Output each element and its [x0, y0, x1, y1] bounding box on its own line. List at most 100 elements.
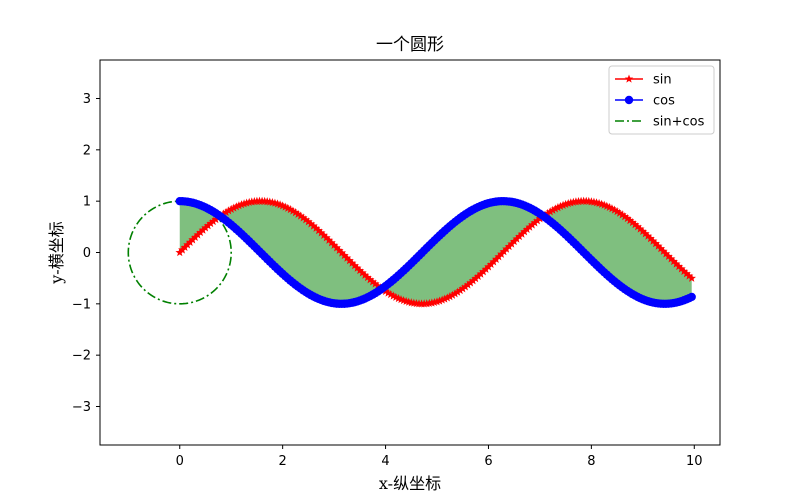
- x-axis-label: x-纵坐标: [379, 474, 441, 493]
- y-tick-label: −1: [72, 297, 91, 312]
- series-sin-point: [656, 244, 666, 253]
- series-sin-point: [345, 256, 354, 265]
- series-sin-point: [352, 263, 362, 272]
- series-sin-point: [502, 244, 511, 253]
- series-sin-point: [517, 229, 527, 238]
- series-sin-point: [288, 206, 298, 215]
- series-sin-point: [533, 216, 542, 225]
- series-sin-point: [666, 254, 676, 263]
- series-sin-point: [206, 219, 215, 228]
- series-sin-point: [327, 238, 336, 247]
- series-sin-point: [682, 269, 691, 278]
- series-sin-point: [443, 293, 452, 302]
- series-sin-point: [635, 224, 645, 233]
- series-sin-point: [445, 292, 455, 301]
- y-tick-label: −3: [72, 400, 91, 415]
- series-sin-point: [599, 200, 609, 209]
- series-sin-point: [509, 236, 519, 246]
- series-sin-point: [566, 198, 576, 207]
- series-sin-point: [630, 220, 640, 229]
- series-sin-point: [617, 210, 627, 219]
- series-sin-point: [653, 241, 663, 250]
- series-sin-point: [193, 230, 203, 239]
- series-sin-point: [643, 231, 653, 240]
- series-sin-point: [520, 227, 529, 236]
- chart-title: 一个圆形: [376, 35, 444, 55]
- series-sin-point: [324, 235, 334, 244]
- series-sin-point: [463, 280, 473, 289]
- series-sin-point: [623, 213, 632, 223]
- series-sin-point: [664, 251, 673, 260]
- series-sin-point: [239, 199, 249, 208]
- series-sin-point: [489, 257, 498, 266]
- plot-area: [127, 196, 696, 309]
- series-sin-point: [646, 234, 655, 243]
- series-sin-point: [201, 223, 210, 232]
- series-sin-point: [208, 216, 218, 226]
- series-sin-point: [687, 273, 696, 282]
- series-sin-point: [620, 212, 630, 221]
- series-sin-point: [358, 268, 367, 277]
- series-sin-point: [607, 204, 617, 213]
- y-axis-label: y-横坐标: [47, 221, 66, 284]
- series-sin-point: [365, 275, 375, 284]
- series-sin-point: [368, 277, 377, 286]
- series-sin-point: [476, 269, 486, 278]
- series-sin-point: [548, 205, 558, 214]
- y-tick-label: 0: [83, 246, 91, 261]
- axis-ticks: 0 2 4 6 8 10 −3 −2 −1 0 1 2 3: [72, 92, 703, 469]
- legend-label: sin+cos: [653, 115, 705, 130]
- series-sin-point: [304, 217, 313, 226]
- series-sin-point: [244, 197, 254, 207]
- series-sin-point: [602, 201, 612, 210]
- series-sin-point: [185, 237, 195, 246]
- series-sin-point: [484, 262, 493, 271]
- series-sin-point: [473, 271, 483, 280]
- series-sin-point: [435, 296, 444, 305]
- series-sin-point: [453, 287, 462, 296]
- series-cos-point: [687, 292, 696, 302]
- series-sin-point: [291, 208, 300, 217]
- series-sin-point: [178, 245, 187, 254]
- series-sin-point: [296, 211, 305, 220]
- series-sin-point: [432, 297, 442, 306]
- series-sin-point: [350, 261, 359, 270]
- series-sin-point: [427, 298, 437, 307]
- series-sin-point: [641, 229, 650, 238]
- series-sin-point: [386, 290, 395, 299]
- x-tick-label: 6: [484, 454, 492, 469]
- series-sin-point: [481, 264, 491, 273]
- series-sin-point: [437, 295, 447, 304]
- series-sin-point: [293, 209, 303, 218]
- series-sin-point: [471, 274, 480, 283]
- series-sin-point: [522, 224, 532, 234]
- series-sin-point: [347, 258, 357, 267]
- series-sin-point: [316, 228, 326, 237]
- series-sin-point: [383, 288, 393, 297]
- series-sin-point: [615, 208, 624, 217]
- series-sin-point: [370, 279, 380, 288]
- series-sin-point: [337, 248, 347, 257]
- x-tick-label: 0: [176, 454, 184, 469]
- y-tick-label: 1: [83, 195, 91, 210]
- series-sin-point: [507, 239, 516, 248]
- series-sin-point: [661, 249, 671, 258]
- series-sin-point: [363, 272, 372, 282]
- series-sin-point: [563, 199, 573, 208]
- series-sin-point: [190, 232, 200, 241]
- series-sin-point: [468, 276, 478, 285]
- series-sin-point: [360, 270, 370, 279]
- x-tick-label: 8: [587, 454, 595, 469]
- series-sin-point: [306, 219, 316, 228]
- series-sin-point: [612, 207, 622, 216]
- x-tick-label: 4: [381, 454, 389, 469]
- series-sin-point: [394, 293, 403, 303]
- series-sin-point: [278, 201, 287, 210]
- series-sin-point: [188, 235, 197, 244]
- series-sin-point: [342, 253, 352, 262]
- series-sin-point: [512, 234, 522, 243]
- series-sin-point: [648, 236, 658, 245]
- series-sin-point: [183, 240, 192, 249]
- series-sin-point: [625, 215, 635, 225]
- series-sin-point: [242, 198, 251, 207]
